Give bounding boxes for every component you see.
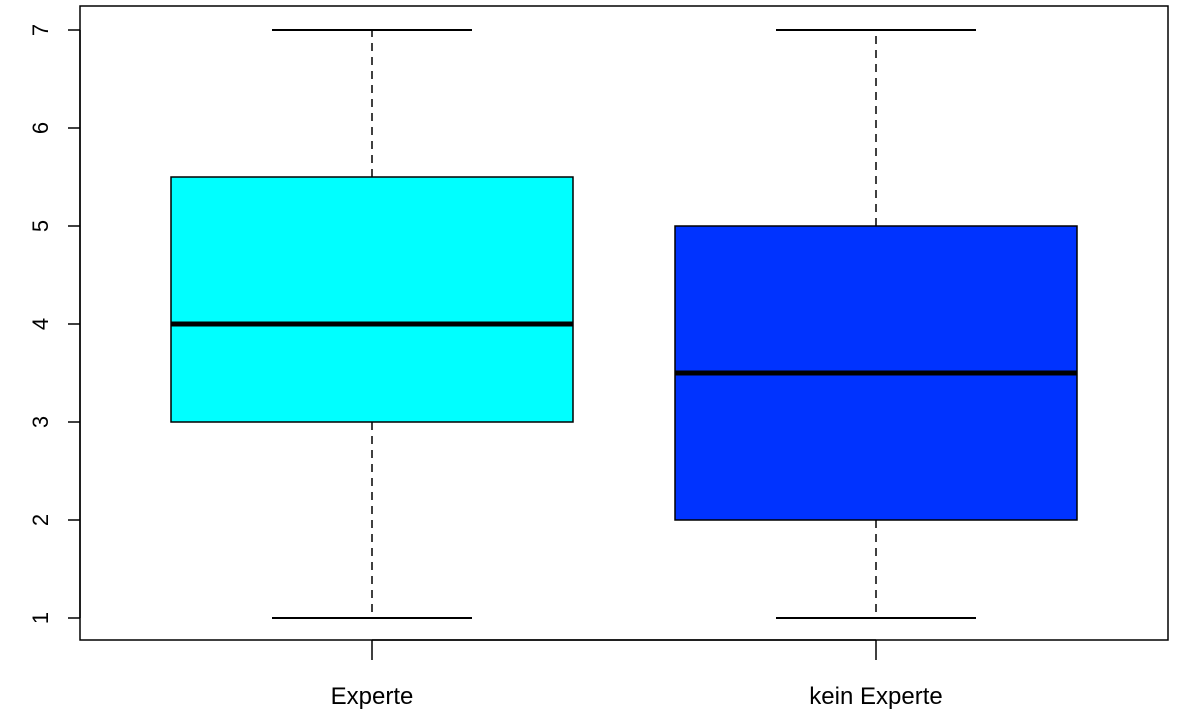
y-tick-label-1: 1 bbox=[28, 612, 53, 624]
plot-layer bbox=[170, 29, 1078, 619]
y-tick-label-6: 6 bbox=[28, 122, 53, 134]
y-axis: 1 2 3 4 5 6 7 bbox=[28, 24, 81, 624]
x-category-label-kein-experte: kein Experte bbox=[809, 683, 942, 710]
y-tick-label-2: 2 bbox=[28, 514, 53, 526]
x-axis: Experte kein Experte bbox=[331, 639, 943, 710]
y-tick-label-4: 4 bbox=[28, 318, 53, 330]
x-category-label-experte: Experte bbox=[331, 683, 414, 710]
box-experte bbox=[170, 176, 574, 423]
y-tick-label-7: 7 bbox=[28, 24, 53, 36]
y-tick-label-3: 3 bbox=[28, 416, 53, 428]
y-tick-label-5: 5 bbox=[28, 220, 53, 232]
